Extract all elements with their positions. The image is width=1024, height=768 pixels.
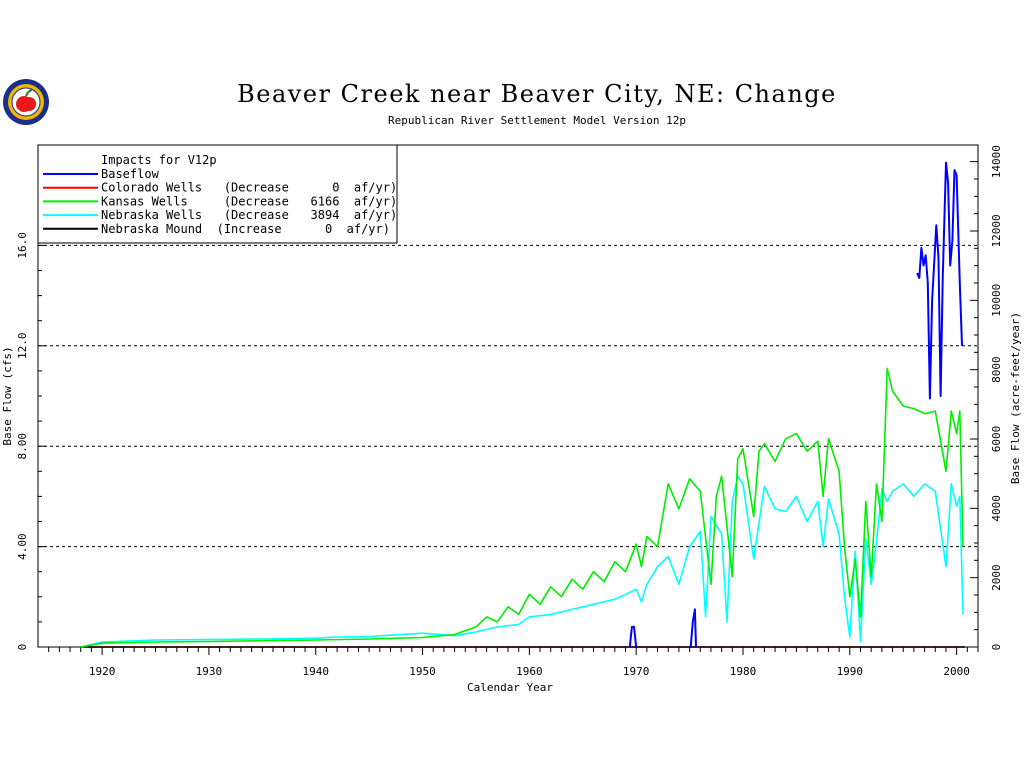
x-tick-label: 1930 bbox=[196, 665, 223, 678]
x-axis-label: Calendar Year bbox=[467, 681, 553, 694]
gridlines bbox=[38, 244, 978, 548]
series-baseflow-line bbox=[689, 608, 697, 648]
legend-header: Impacts for V12p bbox=[101, 153, 217, 167]
y-tick-label: 8.00 bbox=[16, 433, 29, 460]
x-tick-label: 1950 bbox=[409, 665, 436, 678]
y-right-tick-label: 0 bbox=[990, 644, 1003, 651]
x-tick-label: 1960 bbox=[516, 665, 543, 678]
x-tick-label: 1940 bbox=[302, 665, 329, 678]
legend-entry-label: Colorado Wells (Decrease 0 af/yr) bbox=[101, 181, 397, 195]
y-axis-right: 0 2000 4000 6000 8000 10000 12000 14000 bbox=[970, 145, 1003, 650]
x-tick-label: 1970 bbox=[623, 665, 650, 678]
y-right-tick-label: 4000 bbox=[990, 495, 1003, 521]
series-baseflow-line bbox=[916, 161, 963, 400]
legend-entry-label: Nebraska Wells (Decrease 3894 af/yr) bbox=[101, 208, 397, 222]
x-tick-label: 1990 bbox=[837, 665, 864, 678]
y-right-tick-label: 8000 bbox=[990, 356, 1003, 383]
y-tick-label: 12.0 bbox=[16, 333, 29, 360]
y-right-tick-label: 6000 bbox=[990, 426, 1003, 453]
legend-box bbox=[37, 144, 398, 244]
chart-subtitle: Republican River Settlement Model Versio… bbox=[388, 114, 686, 127]
y-tick-label: 16.0 bbox=[16, 232, 29, 259]
x-tick-label: 2000 bbox=[943, 665, 970, 678]
y-right-tick-label: 12000 bbox=[990, 214, 1003, 247]
series-nebraska-wells-line bbox=[80, 475, 964, 648]
y-tick-label: 4.00 bbox=[16, 533, 29, 560]
legend-entry-label: Kansas Wells (Decrease 6166 af/yr) bbox=[101, 194, 397, 208]
x-tick-label: 1980 bbox=[730, 665, 757, 678]
legend-entry-label: Baseflow bbox=[101, 167, 160, 181]
apple-seal-logo bbox=[3, 79, 49, 125]
x-axis: 1920 1930 1940 1950 1960 1970 1980 1990 2000 bbox=[48, 647, 979, 678]
y-axis-label-right: Base Flow (acre-feet/year) bbox=[1009, 312, 1022, 484]
y-tick-label: 0 bbox=[16, 644, 29, 651]
y-right-tick-label: 14000 bbox=[990, 145, 1003, 178]
x-tick-label: 1920 bbox=[89, 665, 116, 678]
chart-title: Beaver Creek near Beaver City, NE: Chang… bbox=[237, 80, 837, 108]
y-right-tick-label: 10000 bbox=[990, 284, 1003, 317]
series-kansas-wells-line bbox=[80, 367, 964, 648]
y-axis-label-left: Base Flow (cfs) bbox=[1, 346, 14, 445]
series-baseflow-line bbox=[628, 625, 638, 648]
y-right-tick-label: 2000 bbox=[990, 564, 1003, 591]
legend-entry-label: Nebraska Mound (Increase 0 af/yr) bbox=[101, 222, 390, 236]
series-lines bbox=[80, 161, 966, 648]
